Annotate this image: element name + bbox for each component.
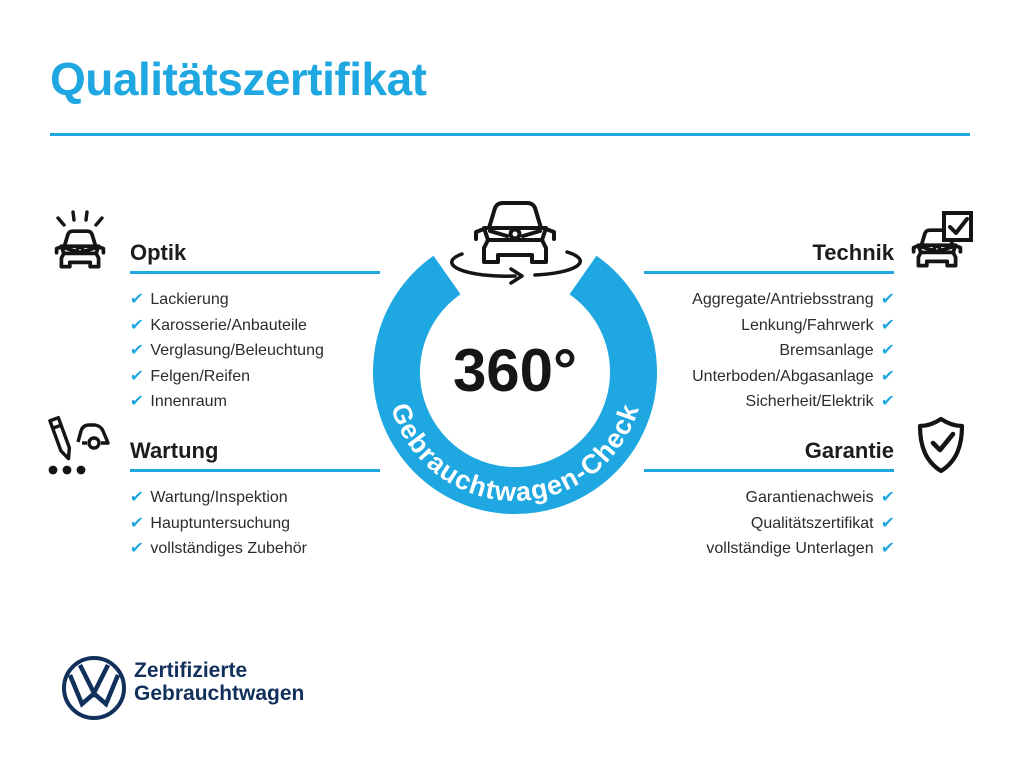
- checklist-item: ✔ Verglasung/Beleuchtung: [129, 338, 380, 364]
- brand-claim-line2: Gebrauchtwagen: [134, 682, 305, 705]
- section-wartung: Wartung ✔ Wartung/Inspektion ✔ Hauptunters…: [129, 438, 380, 562]
- checklist-item-label: Sicherheit/Elektrik: [745, 393, 874, 410]
- service-checklist-icon: [48, 415, 110, 475]
- brand-claim: Zertifizierte Gebrauchtwagen: [134, 659, 304, 705]
- checklist-item: Garantienachweis ✔: [644, 485, 896, 511]
- checklist-item-label: Qualitätszertifikat: [750, 514, 874, 532]
- section-optik: Optik ✔ Lackierung ✔ Karosserie/Anbauteile…: [129, 240, 380, 415]
- check-icon: ✔: [879, 365, 896, 385]
- check-icon: ✔: [879, 512, 896, 532]
- 360-badge: Gebrauchtwagen-Check 360°: [373, 201, 657, 514]
- check-icon: ✔: [129, 365, 145, 385]
- section-garantie: Garantie Garantienachweis ✔ Qualitätszert…: [644, 438, 896, 562]
- degree-label: 360°: [453, 337, 577, 404]
- checklist-item: Aggregate/Antriebsstrang ✔: [644, 287, 896, 313]
- checklist-item-label: vollständiges Zubehör: [150, 540, 307, 557]
- brand-claim-line1: Zertifizierte: [134, 659, 248, 682]
- section-heading: Technik: [812, 240, 894, 265]
- check-icon: ✔: [879, 487, 896, 506]
- section-heading: Garantie: [804, 438, 894, 463]
- checklist-item: ✔ Wartung/Inspektion: [129, 485, 380, 511]
- checklist-item-label: Karosserie/Anbauteile: [150, 316, 307, 334]
- shiny-car-icon: [54, 210, 106, 269]
- checklist-item: ✔ Karosserie/Anbauteile: [129, 313, 380, 339]
- checklist: Aggregate/Antriebsstrang ✔ Lenkung/Fahrwe…: [644, 287, 896, 415]
- check-icon: ✔: [129, 538, 145, 557]
- page-title: Qualitätszertifikat: [50, 53, 427, 105]
- check-icon: ✔: [879, 314, 896, 334]
- checklist-item: Unterboden/Abgasanlage ✔: [644, 364, 896, 390]
- checklist-item: Qualitätszertifikat ✔: [644, 511, 896, 537]
- checklist-item: vollständige Unterlagen ✔: [644, 536, 896, 562]
- checklist-item: ✔ vollständiges Zubehör: [129, 536, 380, 562]
- checklist-item: ✔ Felgen/Reifen: [129, 364, 380, 390]
- badge-ring: [373, 255, 657, 514]
- section-heading: Wartung: [130, 438, 219, 463]
- checklist-item: Bremsanlage ✔: [644, 338, 896, 364]
- check-icon: ✔: [129, 512, 145, 532]
- section-underline: [130, 469, 380, 472]
- checklist-item: Sicherheit/Elektrik ✔: [644, 389, 896, 415]
- car-checkbox-icon: [911, 211, 973, 268]
- rotating-car-icon: [450, 201, 582, 285]
- check-icon: ✔: [129, 289, 145, 308]
- check-icon: ✔: [879, 391, 896, 410]
- check-icon: ✔: [879, 289, 896, 308]
- checklist-item-label: Lenkung/Fahrwerk: [741, 316, 874, 334]
- vw-logo: [62, 656, 126, 720]
- section-underline: [644, 469, 894, 472]
- section-technik: Technik Aggregate/Antriebsstrang ✔ Lenkun…: [644, 240, 896, 415]
- checklist: Garantienachweis ✔ Qualitätszertifikat ✔ v…: [644, 485, 896, 562]
- checklist-item-label: Felgen/Reifen: [150, 367, 251, 385]
- checklist-item-label: Aggregate/Antriebsstrang: [692, 291, 874, 308]
- checklist: ✔ Wartung/Inspektion ✔ Hauptuntersuchung ✔…: [129, 485, 380, 562]
- check-icon: ✔: [879, 538, 896, 557]
- check-icon: ✔: [129, 391, 145, 410]
- checklist-item: ✔ Innenraum: [129, 389, 380, 415]
- check-icon: ✔: [129, 314, 145, 334]
- checklist-item: Lenkung/Fahrwerk ✔: [644, 313, 896, 339]
- section-heading: Optik: [130, 240, 187, 265]
- checklist-item-label: Wartung/Inspektion: [150, 489, 288, 506]
- checklist-item-label: vollständige Unterlagen: [706, 540, 874, 557]
- checklist-item-label: Innenraum: [150, 393, 227, 410]
- title-divider: [50, 133, 970, 136]
- checklist-item: ✔ Hauptuntersuchung: [129, 511, 380, 537]
- checklist-item-label: Bremsanlage: [779, 342, 874, 359]
- section-underline: [644, 271, 894, 274]
- checklist-item-label: Garantienachweis: [745, 489, 874, 506]
- checklist-item-label: Unterboden/Abgasanlage: [692, 367, 874, 385]
- checklist-item-label: Verglasung/Beleuchtung: [150, 342, 324, 359]
- checklist-item-label: Lackierung: [150, 291, 229, 308]
- shield-check-icon: [917, 416, 965, 474]
- checklist: ✔ Lackierung ✔ Karosserie/Anbauteile ✔ Verg…: [129, 287, 380, 415]
- checklist-item-label: Hauptuntersuchung: [150, 514, 291, 532]
- section-underline: [130, 271, 380, 274]
- check-icon: ✔: [879, 340, 896, 359]
- check-icon: ✔: [129, 340, 145, 359]
- checklist-item: ✔ Lackierung: [129, 287, 380, 313]
- check-icon: ✔: [129, 487, 145, 506]
